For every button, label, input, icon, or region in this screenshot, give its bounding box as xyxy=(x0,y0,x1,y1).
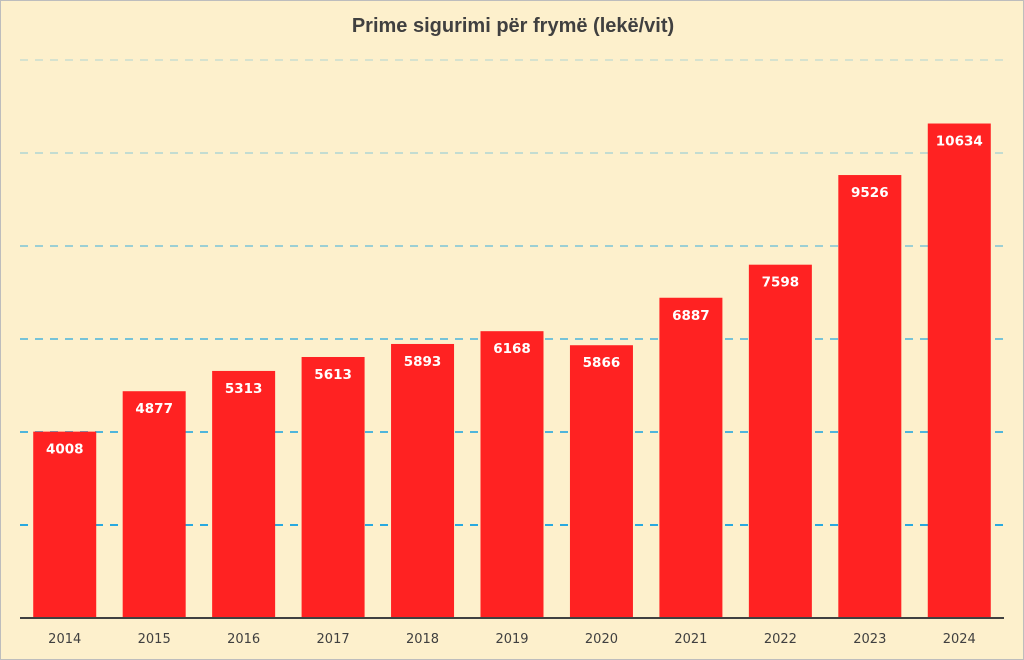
data-label: 5613 xyxy=(314,367,352,383)
bar xyxy=(301,356,365,618)
data-label: 6168 xyxy=(493,341,531,357)
bar xyxy=(122,391,186,618)
data-label: 7598 xyxy=(762,275,800,291)
data-label: 9526 xyxy=(851,185,889,201)
bar xyxy=(480,331,544,618)
x-tick-label: 2014 xyxy=(48,632,81,647)
data-label: 4008 xyxy=(46,442,84,458)
chart-title: Prime sigurimi për frymë (lekë/vit) xyxy=(351,15,675,37)
x-tick-label: 2016 xyxy=(227,632,260,647)
bar xyxy=(838,175,902,618)
x-tick-label: 2018 xyxy=(406,632,439,647)
data-label: 4877 xyxy=(135,401,173,417)
data-label: 5313 xyxy=(225,381,263,397)
bar xyxy=(33,431,97,618)
bar xyxy=(212,370,276,618)
data-label: 6887 xyxy=(672,308,710,324)
bars xyxy=(33,123,991,619)
bar xyxy=(391,343,455,618)
data-label: 5866 xyxy=(583,355,621,371)
data-label: 5893 xyxy=(404,354,442,370)
x-tick-labels: 2014 2015 2016 2017 2018 2019 2020 2021 2022 2023… xyxy=(48,632,976,647)
data-label: 10634 xyxy=(936,134,983,150)
bar xyxy=(569,345,633,618)
x-tick-label: 2015 xyxy=(138,632,171,647)
x-tick-label: 2023 xyxy=(853,632,886,647)
data-labels: 4008 4877 5313 5613 5893 6168 5866 6887 7598 9526… xyxy=(46,134,983,458)
x-tick-label: 2021 xyxy=(674,632,707,647)
x-tick-label: 2020 xyxy=(585,632,618,647)
x-tick-label: 2019 xyxy=(495,632,528,647)
x-tick-label: 2017 xyxy=(317,632,350,647)
bar xyxy=(659,297,723,618)
bar xyxy=(927,123,991,619)
x-tick-label: 2022 xyxy=(764,632,797,647)
bar xyxy=(748,264,812,618)
x-tick-label: 2024 xyxy=(943,632,976,647)
